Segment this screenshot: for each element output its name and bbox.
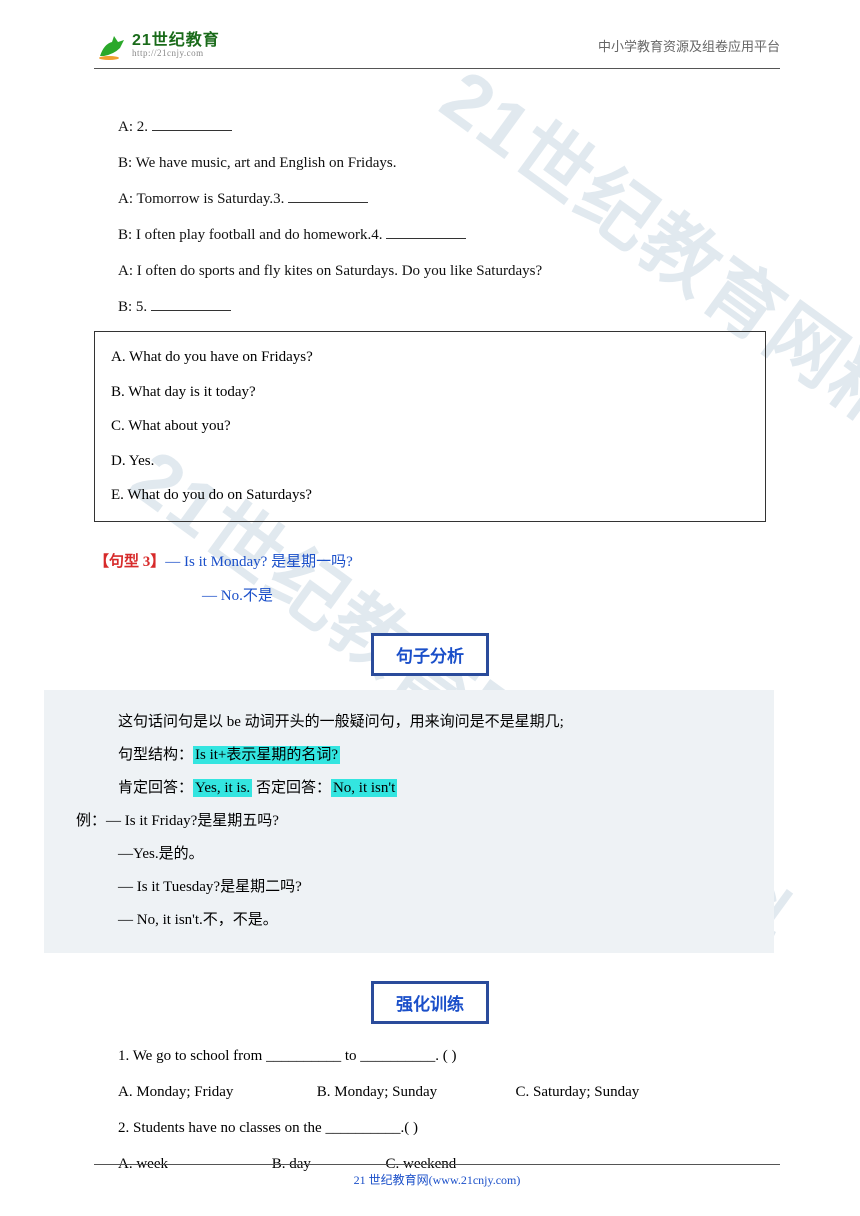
exercise-block: 1. We go to school from __________ to __… xyxy=(94,1038,766,1182)
exercise-q1-options: A. Monday; Friday B. Monday; Sunday C. S… xyxy=(118,1074,766,1110)
blank xyxy=(151,297,231,311)
training-label-wrap: 强化训练 xyxy=(94,981,766,1024)
training-label: 强化训练 xyxy=(371,981,489,1024)
dialogue-line: A: I often do sports and fly kites on Sa… xyxy=(94,253,766,289)
header-subtitle: 中小学教育资源及组卷应用平台 xyxy=(598,36,780,55)
logo-text: 21世纪教育 http://21cnjy.com xyxy=(132,33,220,58)
logo-cn: 21世纪教育 xyxy=(132,33,220,49)
page-header: 21世纪教育 http://21cnjy.com 中小学教育资源及组卷应用平台 xyxy=(94,0,780,69)
text: 例： xyxy=(76,813,106,829)
logo-icon xyxy=(94,28,128,62)
exercise-q1: 1. We go to school from __________ to __… xyxy=(118,1038,766,1074)
analysis-label: 句子分析 xyxy=(371,633,489,676)
text: B: 5. xyxy=(118,299,151,315)
sentence-label: 【句型 3】 xyxy=(94,554,165,570)
example-line: —Yes.是的。 xyxy=(44,838,774,871)
analysis-text: 肯定回答：Yes, it is. 否定回答：No, it isn't xyxy=(44,772,774,805)
blank xyxy=(152,117,232,131)
example-line: — No, it isn't.不，不是。 xyxy=(44,904,774,937)
sentence-answer: — No.不是 xyxy=(94,584,766,605)
highlight: No, it isn't xyxy=(331,779,397,797)
analysis-text: 这句话问句是以 be 动词开头的一般疑问句，用来询问是不是星期几; xyxy=(44,706,774,739)
page-content: A: 2. B: We have music, art and English … xyxy=(0,69,860,1182)
option-e: E. What do you do on Saturdays? xyxy=(111,478,749,513)
text: A: Tomorrow is Saturday.3. xyxy=(118,191,288,207)
opt-c: C. Saturday; Sunday xyxy=(516,1074,640,1110)
example-line: — Is it Tuesday?是星期二吗? xyxy=(44,871,774,904)
analysis-block: 这句话问句是以 be 动词开头的一般疑问句，用来询问是不是星期几; 句型结构：I… xyxy=(44,690,774,953)
dialogue-line: A: 2. xyxy=(94,109,766,145)
option-c: C. What about you? xyxy=(111,409,749,444)
dialogue-line: B: We have music, art and English on Fri… xyxy=(94,145,766,181)
option-d: D. Yes. xyxy=(111,444,749,479)
highlight: Yes, it is. xyxy=(193,779,252,797)
sentence-type-3: 【句型 3】— Is it Monday? 是星期一吗? xyxy=(94,548,766,577)
blank xyxy=(386,225,466,239)
example-line: 例：— Is it Friday?是星期五吗? xyxy=(44,805,774,838)
dialogue-line: B: I often play football and do homework… xyxy=(94,217,766,253)
option-b: B. What day is it today? xyxy=(111,375,749,410)
opt-b: B. Monday; Sunday xyxy=(317,1074,512,1110)
analysis-label-wrap: 句子分析 xyxy=(94,633,766,676)
text: 肯定回答： xyxy=(118,780,193,796)
text: A: 2. xyxy=(118,119,152,135)
analysis-text: 句型结构：Is it+表示星期的名词? xyxy=(44,739,774,772)
text: 句型结构： xyxy=(118,747,193,763)
logo: 21世纪教育 http://21cnjy.com xyxy=(94,28,220,62)
logo-url: http://21cnjy.com xyxy=(132,49,220,58)
opt-a: A. Monday; Friday xyxy=(118,1074,313,1110)
text: 否定回答： xyxy=(252,780,331,796)
blank xyxy=(288,189,368,203)
exercise-q2: 2. Students have no classes on the _____… xyxy=(118,1110,766,1146)
sentence-question: — Is it Monday? 是星期一吗? xyxy=(165,554,352,570)
options-box: A. What do you have on Fridays? B. What … xyxy=(94,331,766,522)
dialogue-line: B: 5. xyxy=(94,289,766,325)
option-a: A. What do you have on Fridays? xyxy=(111,340,749,375)
text: B: I often play football and do homework… xyxy=(118,227,386,243)
page-footer: 21 世纪教育网(www.21cnjy.com) xyxy=(94,1164,780,1188)
highlight: Is it+表示星期的名词? xyxy=(193,746,340,764)
text: — Is it Friday?是星期五吗? xyxy=(106,813,279,829)
dialogue-line: A: Tomorrow is Saturday.3. xyxy=(94,181,766,217)
